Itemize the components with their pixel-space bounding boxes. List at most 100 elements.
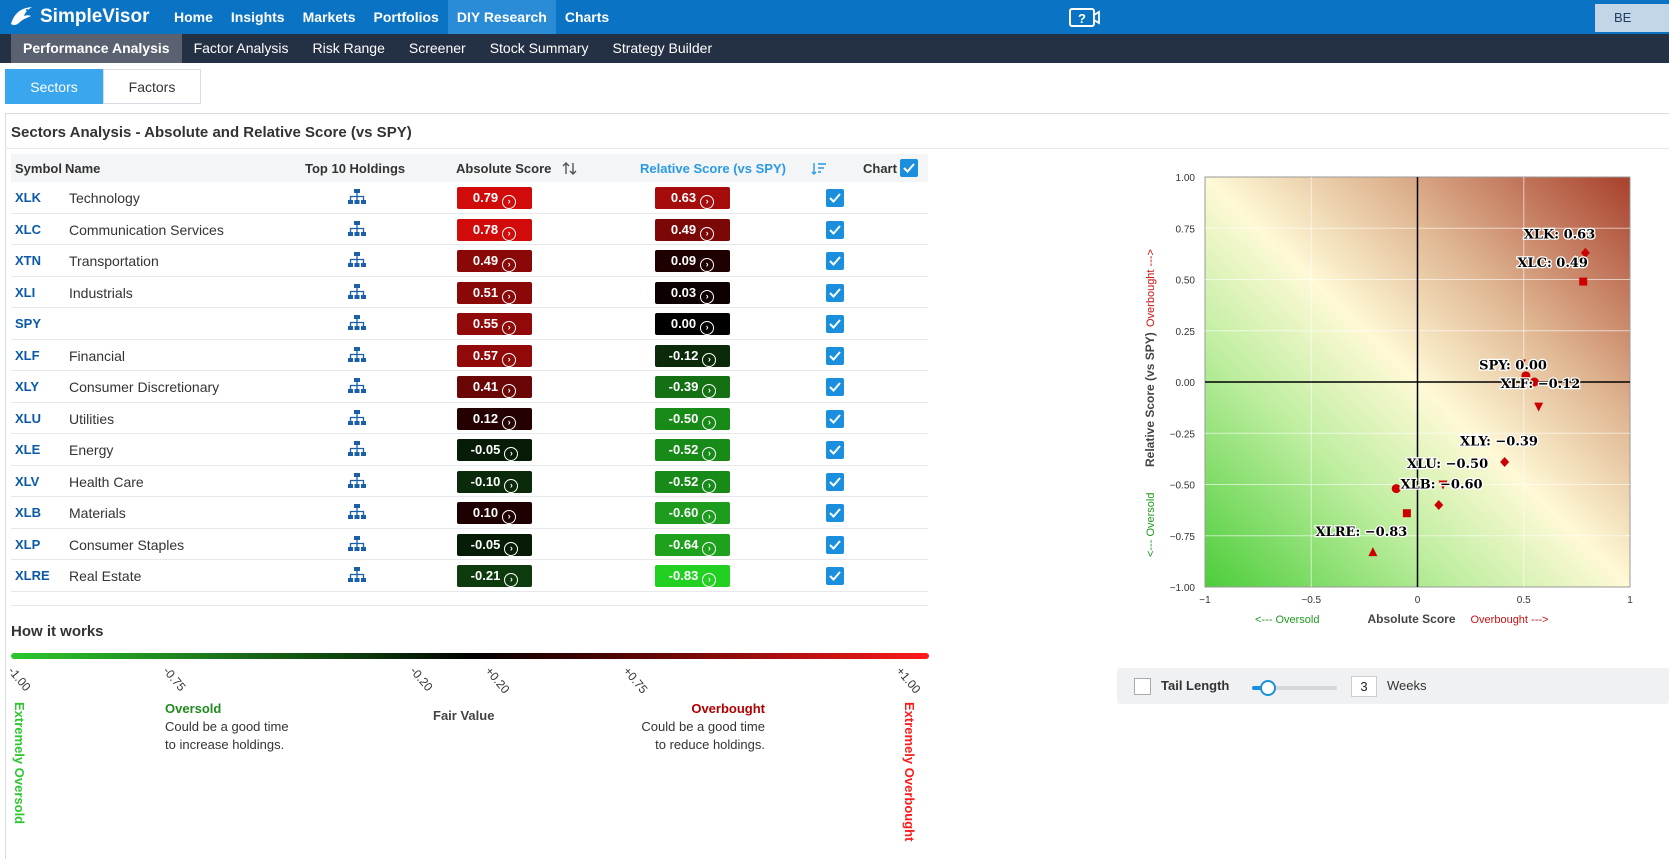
row-symbol[interactable]: XLRE (15, 568, 50, 583)
relative-score-badge[interactable]: -0.12 › (655, 344, 730, 367)
data-point[interactable] (1402, 509, 1411, 518)
data-point[interactable] (1580, 247, 1590, 258)
chart-row-checkbox[interactable] (826, 346, 844, 365)
chart-row-checkbox[interactable] (826, 567, 844, 585)
absolute-score-badge[interactable]: 0.41 › (457, 376, 532, 398)
chart-row-checkbox[interactable] (826, 441, 844, 459)
absolute-score-badge[interactable]: 0.51 › (457, 281, 532, 304)
topnav-home[interactable]: Home (174, 9, 213, 25)
holdings-tree-icon[interactable] (347, 377, 367, 395)
chart-row-checkbox[interactable] (826, 535, 844, 554)
absolute-score-badge[interactable]: 0.49 › (457, 250, 532, 272)
relative-score-badge[interactable]: 0.09 › (655, 250, 730, 272)
holdings-tree-icon[interactable] (347, 566, 367, 584)
col-relative[interactable]: Relative Score (vs SPY) (640, 161, 786, 176)
subnav-factor-analysis[interactable]: Factor Analysis (193, 40, 289, 56)
data-point[interactable] (1517, 359, 1527, 369)
data-point[interactable] (1500, 456, 1510, 467)
tail-length-value[interactable]: 3 (1351, 676, 1377, 697)
absolute-score-badge[interactable]: 0.10 › (457, 502, 532, 524)
subnav-risk-range[interactable]: Risk Range (312, 40, 385, 56)
data-point[interactable] (1391, 484, 1401, 494)
relative-score-badge[interactable]: -0.83 › (655, 565, 730, 587)
col-symbol[interactable]: Symbol (15, 161, 62, 176)
chart-row-checkbox[interactable] (826, 220, 844, 239)
holdings-tree-icon[interactable] (347, 409, 367, 427)
absolute-score-badge[interactable]: 0.79 › (457, 187, 532, 209)
col-name[interactable]: Name (65, 161, 101, 176)
row-symbol[interactable]: XLP (15, 536, 41, 552)
chart-row-checkbox[interactable] (826, 409, 844, 428)
holdings-tree-icon[interactable] (347, 440, 367, 458)
row-symbol[interactable]: XTN (15, 253, 41, 268)
topnav-insights[interactable]: Insights (230, 9, 285, 25)
row-symbol[interactable]: XLK (15, 190, 41, 205)
absolute-score-badge[interactable]: 0.55 › (457, 313, 532, 335)
help-screen-icon[interactable]: ? (1068, 7, 1100, 29)
row-symbol[interactable]: XLF (15, 347, 40, 363)
data-point[interactable] (1434, 500, 1444, 510)
row-symbol[interactable]: XLE (15, 442, 41, 457)
topnav-diy-research[interactable]: DIY Research (447, 0, 556, 34)
topnav-portfolios[interactable]: Portfolios (373, 9, 439, 25)
holdings-tree-icon[interactable] (347, 283, 367, 301)
tail-length-slider-handle[interactable] (1260, 680, 1276, 696)
user-button[interactable]: BE (1595, 4, 1669, 32)
subnav-performance-analysis[interactable]: Performance Analysis (11, 34, 182, 63)
absolute-score-badge[interactable]: 0.57 › (457, 344, 532, 367)
absolute-score-badge[interactable]: -0.21 › (457, 565, 532, 587)
data-point[interactable] (1521, 371, 1531, 381)
absolute-score-badge[interactable]: 0.78 › (457, 218, 532, 241)
data-point[interactable] (1579, 277, 1588, 286)
chart-all-checkbox[interactable] (900, 159, 918, 177)
topnav-markets[interactable]: Markets (302, 9, 356, 25)
col-absolute[interactable]: Absolute Score (456, 161, 552, 176)
tab-sectors[interactable]: Sectors (5, 69, 103, 104)
relative-score-badge[interactable]: 0.03 › (655, 281, 730, 304)
relative-score-badge[interactable]: 0.63 › (655, 187, 730, 209)
tail-length-track[interactable] (1252, 686, 1337, 690)
chart-row-checkbox[interactable] (826, 189, 844, 207)
row-symbol[interactable]: XLY (15, 379, 40, 394)
absolute-score-badge[interactable]: -0.05 › (457, 439, 532, 461)
absolute-score-badge[interactable]: 0.12 › (457, 407, 532, 430)
relative-score-badge[interactable]: -0.64 › (655, 533, 730, 556)
relative-score-badge[interactable]: -0.39 › (655, 376, 730, 398)
absolute-score-badge[interactable]: -0.05 › (457, 533, 532, 556)
relative-score-badge[interactable]: -0.60 › (655, 502, 730, 524)
row-symbol[interactable]: XLU (15, 410, 41, 426)
holdings-tree-icon[interactable] (347, 220, 367, 238)
holdings-tree-icon[interactable] (347, 346, 367, 364)
chart-row-checkbox[interactable] (826, 252, 844, 270)
row-symbol[interactable]: XLC (15, 221, 41, 237)
topnav-charts[interactable]: Charts (564, 9, 610, 25)
holdings-tree-icon[interactable] (347, 535, 367, 553)
row-symbol[interactable]: XLB (15, 505, 41, 520)
subnav-screener[interactable]: Screener (408, 40, 466, 56)
sort-desc-icon[interactable] (811, 162, 827, 176)
chart-row-checkbox[interactable] (826, 504, 844, 522)
data-point[interactable] (1534, 402, 1544, 412)
holdings-tree-icon[interactable] (347, 503, 367, 521)
holdings-tree-icon[interactable] (347, 314, 367, 332)
relative-score-badge[interactable]: 0.49 › (655, 218, 730, 241)
tab-factors[interactable]: Factors (103, 69, 201, 104)
chart-row-checkbox[interactable] (826, 283, 844, 302)
row-symbol[interactable]: SPY (15, 316, 42, 331)
tail-length-checkbox[interactable] (1134, 678, 1151, 695)
relative-score-badge[interactable]: -0.52 › (655, 439, 730, 461)
data-point[interactable] (1368, 547, 1378, 557)
absolute-score-badge[interactable]: -0.10 › (457, 470, 532, 493)
holdings-tree-icon[interactable] (347, 472, 367, 490)
brand[interactable]: SimpleVisor (8, 3, 149, 31)
holdings-tree-icon[interactable] (347, 188, 367, 206)
data-point[interactable] (1529, 377, 1539, 387)
sort-both-icon[interactable] (562, 161, 578, 176)
relative-score-badge[interactable]: 0.00 › (655, 313, 730, 335)
data-point[interactable] (1438, 480, 1448, 490)
subnav-strategy-builder[interactable]: Strategy Builder (612, 40, 713, 56)
row-symbol[interactable]: XLI (15, 284, 36, 300)
chart-row-checkbox[interactable] (826, 472, 844, 491)
chart-row-checkbox[interactable] (826, 378, 844, 396)
row-symbol[interactable]: XLV (15, 473, 40, 489)
